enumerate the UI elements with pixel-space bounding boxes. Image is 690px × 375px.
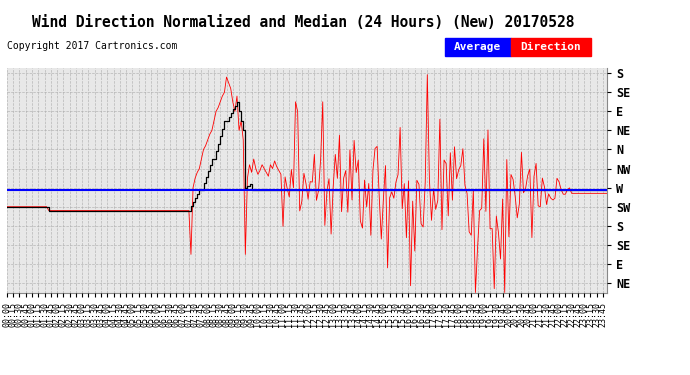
Text: Direction: Direction <box>520 42 581 52</box>
Text: Wind Direction Normalized and Median (24 Hours) (New) 20170528: Wind Direction Normalized and Median (24… <box>32 15 575 30</box>
Text: Average: Average <box>454 42 501 52</box>
Text: Copyright 2017 Cartronics.com: Copyright 2017 Cartronics.com <box>7 41 177 51</box>
